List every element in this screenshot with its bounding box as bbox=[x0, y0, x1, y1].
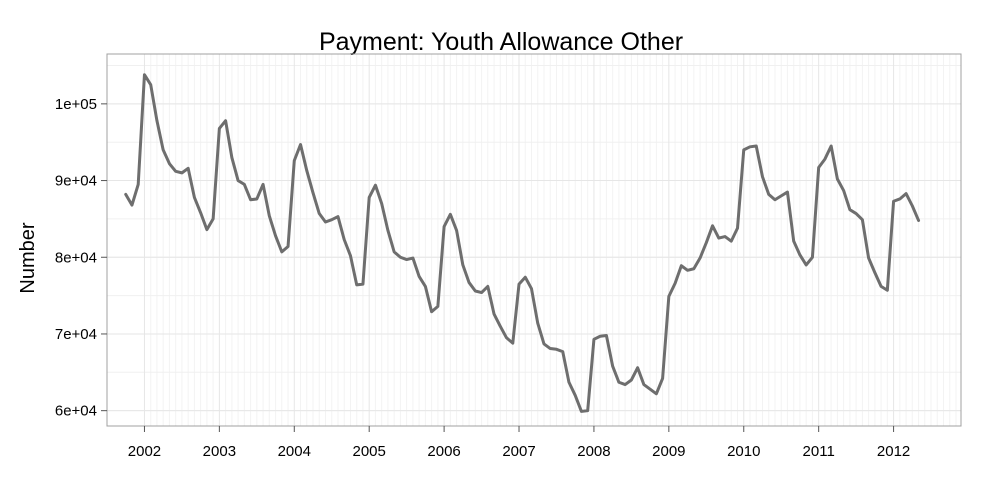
x-axis: 2002 2003 2004 2005 2006 2007 2008 2009 2010 2011… bbox=[128, 426, 910, 460]
x-tick-label: 2011 bbox=[803, 443, 835, 460]
x-tick-label: 2010 bbox=[727, 443, 760, 460]
x-tick-label: 2007 bbox=[502, 443, 535, 460]
x-tick-label: 2006 bbox=[427, 443, 460, 460]
series-group bbox=[124, 73, 921, 413]
x-tick-label: 2004 bbox=[278, 443, 311, 460]
x-tick-label: 2009 bbox=[652, 443, 685, 460]
y-tick-label: 1e+05 bbox=[55, 96, 97, 113]
x-tick-label: 2008 bbox=[577, 443, 610, 460]
x-tick-label: 2005 bbox=[353, 443, 386, 460]
minor-gridlines bbox=[107, 54, 961, 426]
series-line bbox=[124, 73, 921, 413]
y-tick-label: 9e+04 bbox=[55, 173, 97, 190]
y-axis-label: Number bbox=[17, 222, 39, 293]
x-tick-label: 2012 bbox=[877, 443, 910, 460]
y-tick-label: 6e+04 bbox=[55, 403, 97, 420]
major-gridlines bbox=[107, 54, 961, 426]
chart-title: Payment: Youth Allowance Other bbox=[319, 28, 683, 56]
x-tick-label: 2002 bbox=[128, 443, 161, 460]
y-tick-label: 8e+04 bbox=[55, 249, 97, 266]
plot-area-border bbox=[106, 53, 962, 427]
y-tick-label: 7e+04 bbox=[55, 326, 97, 343]
y-axis: 6e+04 7e+04 8e+04 9e+04 1e+05 bbox=[55, 96, 107, 420]
x-tick-label: 2003 bbox=[203, 443, 236, 460]
